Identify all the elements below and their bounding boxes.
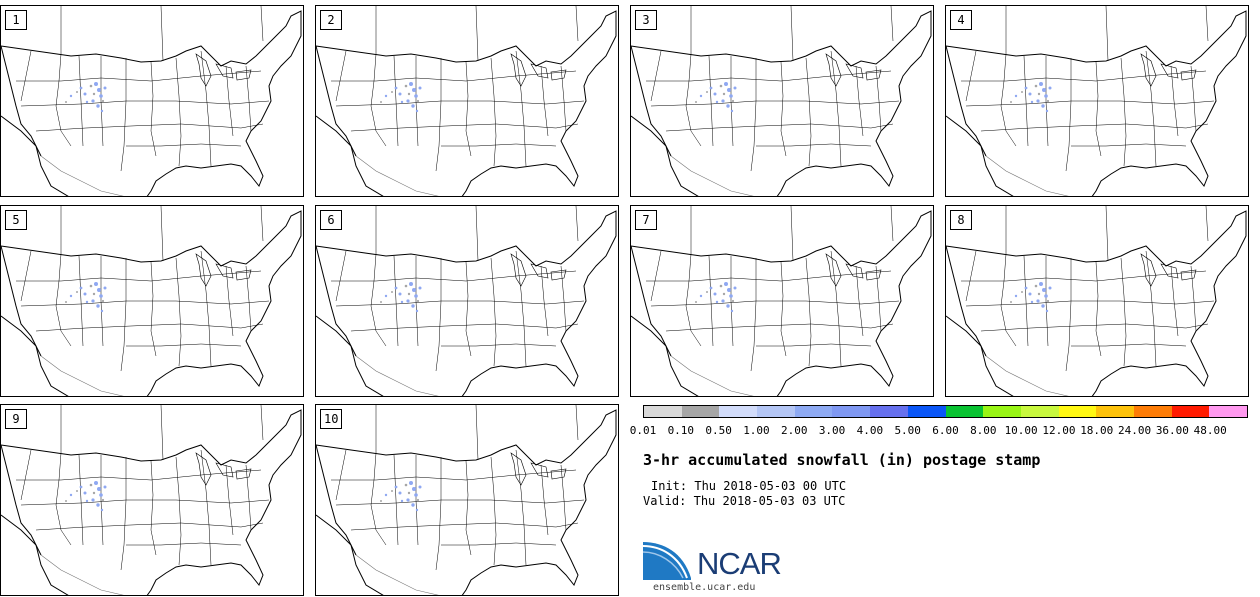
member-map <box>631 206 932 396</box>
init-label: Init: <box>651 479 688 493</box>
member-map <box>1 405 302 595</box>
member-map <box>946 206 1247 396</box>
member-map <box>946 6 1247 196</box>
legend-swatch <box>719 406 758 417</box>
member-map <box>316 6 617 196</box>
ensemble-member-panel-5: 5 <box>0 205 304 397</box>
ensemble-member-panel-6: 6 <box>315 205 619 397</box>
ensemble-member-panel-8: 8 <box>945 205 1249 397</box>
legend-tick-label: 0.50 <box>705 424 732 437</box>
legend-tick-label: 2.00 <box>781 424 808 437</box>
member-map <box>1 206 302 396</box>
valid-time: Valid: Thu 2018-05-03 03 UTC <box>643 494 845 508</box>
legend-swatch <box>1209 406 1247 417</box>
legend-swatch <box>870 406 908 417</box>
member-number-label: 9 <box>5 409 27 429</box>
member-map <box>316 405 617 595</box>
legend-tick-label: 8.00 <box>970 424 997 437</box>
legend-swatch <box>1020 406 1059 417</box>
legend-tick-label: 18.00 <box>1080 424 1114 437</box>
member-number-label: 7 <box>635 210 657 230</box>
member-number-label: 3 <box>635 10 657 30</box>
member-map <box>316 206 617 396</box>
ensemble-member-panel-10: 10 <box>315 404 619 596</box>
member-number-label: 6 <box>320 210 342 230</box>
legend-swatch <box>945 406 984 417</box>
ncar-logo-icon <box>643 542 691 580</box>
ensemble-member-panel-2: 2 <box>315 5 619 197</box>
legend-swatch <box>983 406 1021 417</box>
member-number-label: 10 <box>320 409 343 429</box>
site-url: ensemble.ucar.edu <box>653 582 756 593</box>
member-number-label: 2 <box>320 10 342 30</box>
member-number-label: 5 <box>5 210 27 230</box>
legend-swatch <box>1058 406 1097 417</box>
ensemble-member-panel-3: 3 <box>630 5 934 197</box>
legend-swatch <box>681 406 720 417</box>
legend-tick-label: 24.00 <box>1118 424 1152 437</box>
valid-value: Thu 2018-05-03 03 UTC <box>693 494 846 508</box>
ensemble-member-panel-9: 9 <box>0 404 304 596</box>
legend-swatch <box>794 406 833 417</box>
init-value: Thu 2018-05-03 00 UTC <box>694 479 847 493</box>
member-number-label: 8 <box>950 210 972 230</box>
legend-tick-label: 3.00 <box>818 424 846 437</box>
legend-swatch <box>644 406 682 417</box>
legend-tick-label: 6.00 <box>932 424 959 437</box>
legend-colorbar <box>643 405 1248 418</box>
legend-tick-label: 1.00 <box>743 424 770 437</box>
member-number-label: 1 <box>5 10 27 30</box>
ensemble-member-panel-7: 7 <box>630 205 934 397</box>
legend-tick-label: 12.00 <box>1042 424 1076 437</box>
legend-tick-label: 0.01 <box>629 424 657 437</box>
legend-tick-label: 36.00 <box>1155 424 1189 437</box>
member-number-label: 4 <box>950 10 972 30</box>
legend-swatch <box>1133 406 1172 417</box>
legend-swatch <box>907 406 946 417</box>
legend-swatch <box>1171 406 1210 417</box>
init-time: Init: Thu 2018-05-03 00 UTC <box>651 479 846 493</box>
legend-tick-label: 5.00 <box>894 424 921 437</box>
ncar-logo-text: NCAR <box>697 546 782 581</box>
legend-tick-label: 0.10 <box>667 424 695 437</box>
member-map <box>631 6 932 196</box>
legend-swatch <box>832 406 871 417</box>
legend-swatch <box>757 406 795 417</box>
legend-swatch <box>1096 406 1134 417</box>
ensemble-member-panel-4: 4 <box>945 5 1249 197</box>
legend-tick-label: 48.00 <box>1193 424 1227 437</box>
member-map <box>1 6 302 196</box>
valid-label: Valid: <box>643 494 687 508</box>
ensemble-member-panel-1: 1 <box>0 5 304 197</box>
legend-tick-label: 10.00 <box>1004 424 1038 437</box>
plot-title: 3-hr accumulated snowfall (in) postage s… <box>643 451 1041 469</box>
legend-tick-label: 4.00 <box>856 424 884 437</box>
